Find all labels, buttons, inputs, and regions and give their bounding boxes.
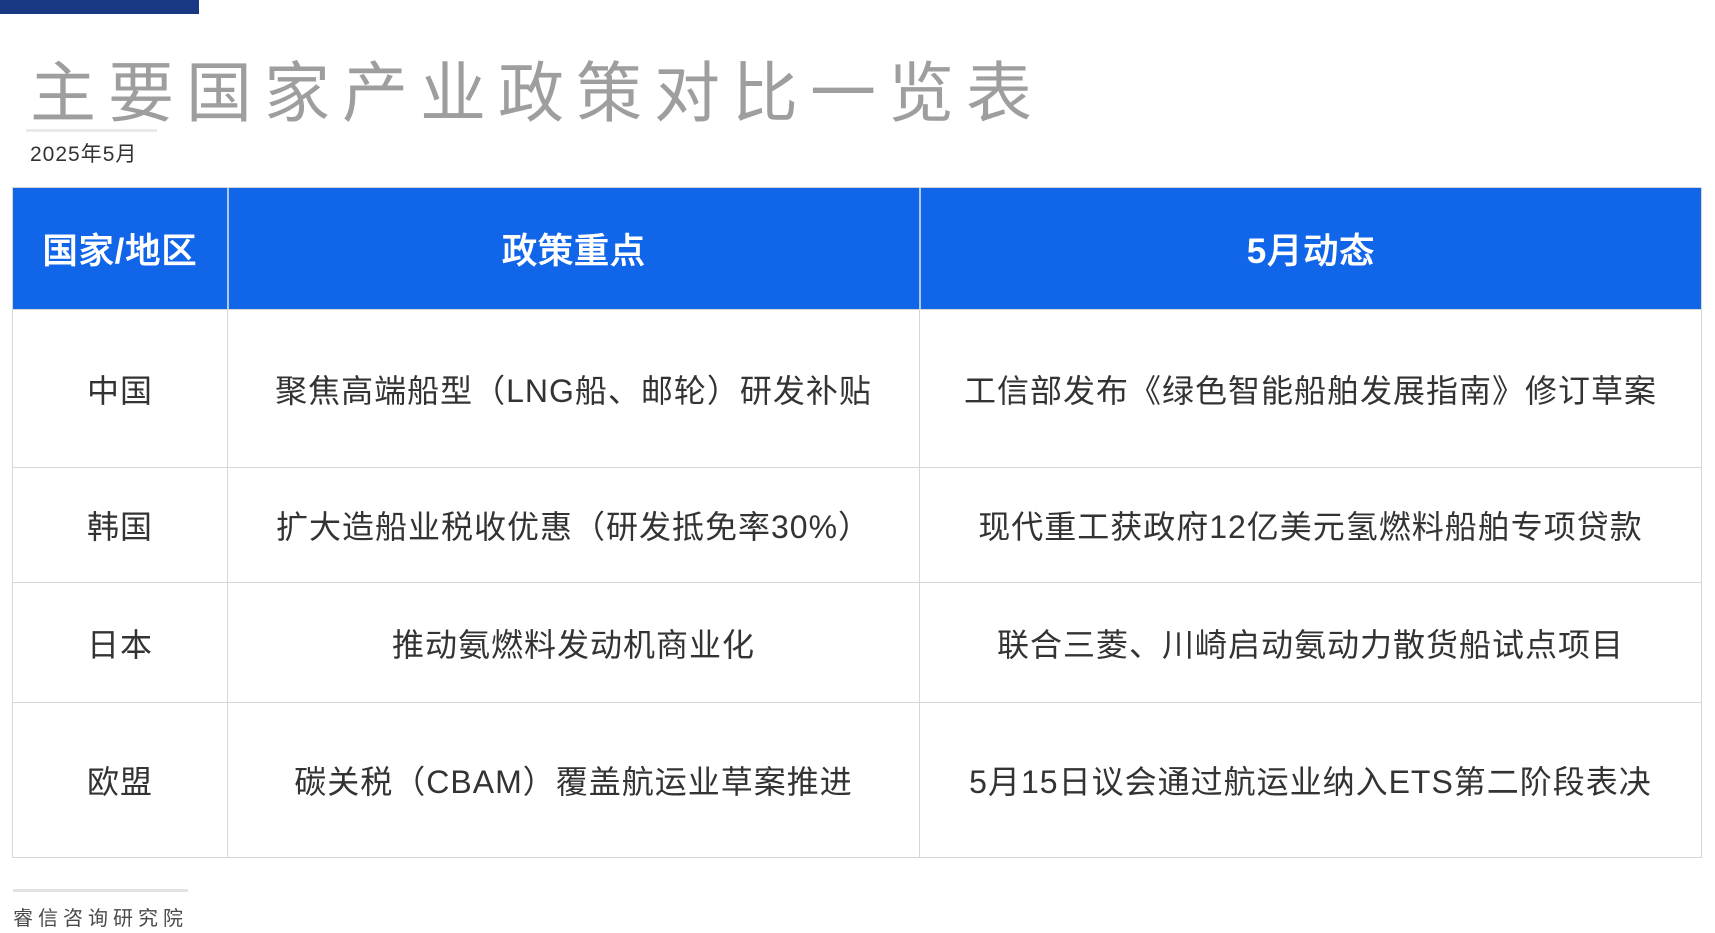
cell-region: 欧盟 bbox=[86, 764, 153, 800]
date-label: 2025年5月 bbox=[30, 143, 138, 166]
source-label: 睿信咨询研究院 bbox=[13, 908, 188, 930]
page-title: 主要国家产业政策对比一览表 bbox=[30, 56, 1044, 130]
cell-update: 现代重工获政府12亿美元氢燃料船舶专项贷款 bbox=[919, 468, 1701, 582]
table-row-eu: 欧盟 碳关税（CBAM）覆盖航运业草案推进 5月15日议会通过航运业纳入ETS第… bbox=[13, 702, 1701, 857]
column-header-region: 国家/地区 bbox=[42, 232, 198, 271]
table-header-row: 国家/地区 政策重点 5月动态 bbox=[13, 188, 1701, 309]
cell-update: 工信部发布《绿色智能船舶发展指南》修订草案 bbox=[919, 310, 1701, 467]
table-row-china: 中国 聚焦高端船型（LNG船、邮轮）研发补贴 工信部发布《绿色智能船舶发展指南》… bbox=[13, 309, 1701, 467]
footer-divider bbox=[13, 889, 188, 892]
cell-update: 联合三菱、川崎启动氨动力散货船试点项目 bbox=[919, 583, 1701, 702]
cell-region: 中国 bbox=[86, 372, 153, 409]
table-row-japan: 日本 推动氨燃料发动机商业化 联合三菱、川崎启动氨动力散货船试点项目 bbox=[13, 582, 1701, 702]
cell-policy: 推动氨燃料发动机商业化 bbox=[227, 583, 919, 702]
cell-region: 日本 bbox=[86, 626, 153, 663]
cell-policy: 碳关税（CBAM）覆盖航运业草案推进 bbox=[227, 703, 919, 857]
cell-policy: 聚焦高端船型（LNG船、邮轮）研发补贴 bbox=[227, 310, 919, 467]
column-header-update: 5月动态 bbox=[919, 188, 1701, 309]
cell-region: 韩国 bbox=[86, 509, 153, 545]
top-accent-bar bbox=[0, 0, 199, 14]
table-row-korea: 韩国 扩大造船业税收优惠（研发抵免率30%） 现代重工获政府12亿美元氢燃料船舶… bbox=[13, 467, 1701, 582]
cell-policy: 扩大造船业税收优惠（研发抵免率30%） bbox=[227, 468, 919, 582]
cell-update: 5月15日议会通过航运业纳入ETS第二阶段表决 bbox=[919, 703, 1701, 857]
policy-comparison-table: 国家/地区 政策重点 5月动态 中国 聚焦高端船型（LNG船、邮轮）研发补贴 工… bbox=[12, 187, 1702, 858]
column-header-policy: 政策重点 bbox=[227, 188, 919, 309]
title-underline bbox=[26, 129, 157, 132]
